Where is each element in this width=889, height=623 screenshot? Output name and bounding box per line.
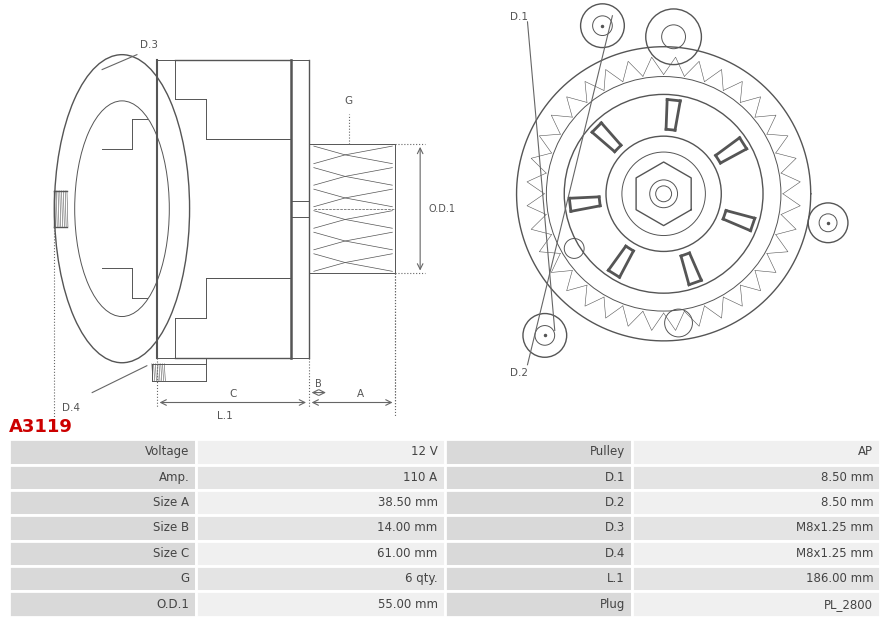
Text: M8x1.25 mm: M8x1.25 mm [796,521,873,535]
Text: 55.00 mm: 55.00 mm [378,597,437,611]
Bar [444,490,632,515]
Text: 12 V: 12 V [411,445,437,459]
Text: Plug: Plug [599,597,625,611]
Bar [632,566,880,591]
Text: AP: AP [858,445,873,459]
Bar [196,465,444,490]
Bar [9,439,196,465]
Text: D.2: D.2 [605,496,625,509]
Text: D.4: D.4 [62,402,80,412]
Bar [632,541,880,566]
Text: L.1: L.1 [217,411,233,421]
Bar [444,465,632,490]
Text: Voltage: Voltage [145,445,189,459]
Text: C: C [229,389,236,399]
Text: G: G [180,572,189,585]
Bar [444,515,632,541]
Text: A: A [356,389,364,399]
Text: D.2: D.2 [509,368,527,378]
Text: D.1: D.1 [605,471,625,484]
Text: 61.00 mm: 61.00 mm [377,547,437,560]
Text: M8x1.25 mm: M8x1.25 mm [796,547,873,560]
Bar [9,541,196,566]
Bar [9,465,196,490]
Text: Size C: Size C [153,547,189,560]
Text: Size B: Size B [153,521,189,535]
Bar [196,515,444,541]
Text: 6 qty.: 6 qty. [404,572,437,585]
Bar [632,591,880,617]
Text: Amp.: Amp. [158,471,189,484]
Text: 8.50 mm: 8.50 mm [821,496,873,509]
Bar [196,591,444,617]
Bar [444,566,632,591]
Bar [632,515,880,541]
Bar [632,490,880,515]
Text: 14.00 mm: 14.00 mm [377,521,437,535]
Bar [444,591,632,617]
Bar [632,439,880,465]
Bar [9,490,196,515]
Text: 8.50 mm: 8.50 mm [821,471,873,484]
Bar [9,591,196,617]
Text: A3119: A3119 [9,418,73,435]
Text: D.3: D.3 [605,521,625,535]
Text: PL_2800: PL_2800 [824,597,873,611]
Bar [9,566,196,591]
Text: B: B [316,379,322,389]
Bar [444,439,632,465]
Text: D.3: D.3 [140,40,158,50]
Bar [196,439,444,465]
Text: 38.50 mm: 38.50 mm [378,496,437,509]
Text: O.D.1: O.D.1 [428,204,455,214]
Bar [196,541,444,566]
Text: G: G [345,97,353,107]
Text: Size A: Size A [153,496,189,509]
Bar [9,515,196,541]
Text: L.1: L.1 [607,572,625,585]
Text: 186.00 mm: 186.00 mm [805,572,873,585]
Text: D.4: D.4 [605,547,625,560]
Bar [196,566,444,591]
Text: O.D.1: O.D.1 [156,597,189,611]
Bar [444,541,632,566]
Bar [632,465,880,490]
Text: Pulley: Pulley [589,445,625,459]
Bar [196,490,444,515]
Text: 110 A: 110 A [404,471,437,484]
Text: D.1: D.1 [509,12,527,22]
